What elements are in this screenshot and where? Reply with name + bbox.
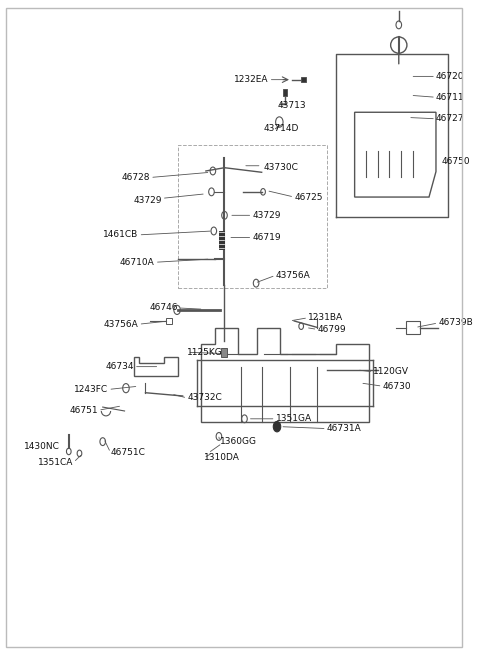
Polygon shape xyxy=(301,77,306,83)
Text: 43729: 43729 xyxy=(133,196,162,205)
Text: 1360GG: 1360GG xyxy=(220,437,257,446)
Text: 46728: 46728 xyxy=(121,173,150,182)
Text: 1351GA: 1351GA xyxy=(276,415,312,423)
Text: 46711: 46711 xyxy=(436,93,465,102)
Text: 46725: 46725 xyxy=(294,193,323,202)
Text: 43756A: 43756A xyxy=(104,320,139,329)
Text: 1461CB: 1461CB xyxy=(103,231,139,239)
Circle shape xyxy=(273,421,281,432)
Text: 46734: 46734 xyxy=(105,362,134,371)
Text: 1310DA: 1310DA xyxy=(204,453,240,462)
Text: 1231BA: 1231BA xyxy=(308,313,343,322)
Text: 46731A: 46731A xyxy=(327,424,361,433)
Text: 1351CA: 1351CA xyxy=(38,458,73,467)
Text: 1243FC: 1243FC xyxy=(74,385,108,394)
Text: 1120GV: 1120GV xyxy=(373,367,409,377)
Text: 46710A: 46710A xyxy=(120,258,155,267)
Text: 46750: 46750 xyxy=(442,157,470,166)
Text: 1232EA: 1232EA xyxy=(234,75,269,84)
Text: 46799: 46799 xyxy=(317,325,346,334)
Text: 43756A: 43756A xyxy=(276,271,311,280)
Text: 46751: 46751 xyxy=(70,406,98,415)
Text: 46751C: 46751C xyxy=(110,448,145,457)
Text: 43732C: 43732C xyxy=(187,394,222,402)
Polygon shape xyxy=(221,348,227,357)
Text: 46727: 46727 xyxy=(436,114,465,123)
Text: 43713: 43713 xyxy=(278,102,307,110)
Text: 46719: 46719 xyxy=(252,233,281,242)
Text: 43729: 43729 xyxy=(252,211,281,220)
Text: 46720: 46720 xyxy=(436,72,465,81)
Text: 1125KG: 1125KG xyxy=(187,348,223,357)
Text: 1430NC: 1430NC xyxy=(24,441,60,451)
Text: 43730C: 43730C xyxy=(264,163,299,172)
Text: 46746: 46746 xyxy=(149,303,178,312)
Polygon shape xyxy=(283,90,287,96)
Text: 46739B: 46739B xyxy=(438,318,473,328)
Text: 43714D: 43714D xyxy=(264,124,300,133)
Text: 46730: 46730 xyxy=(383,382,411,390)
Polygon shape xyxy=(219,231,225,250)
